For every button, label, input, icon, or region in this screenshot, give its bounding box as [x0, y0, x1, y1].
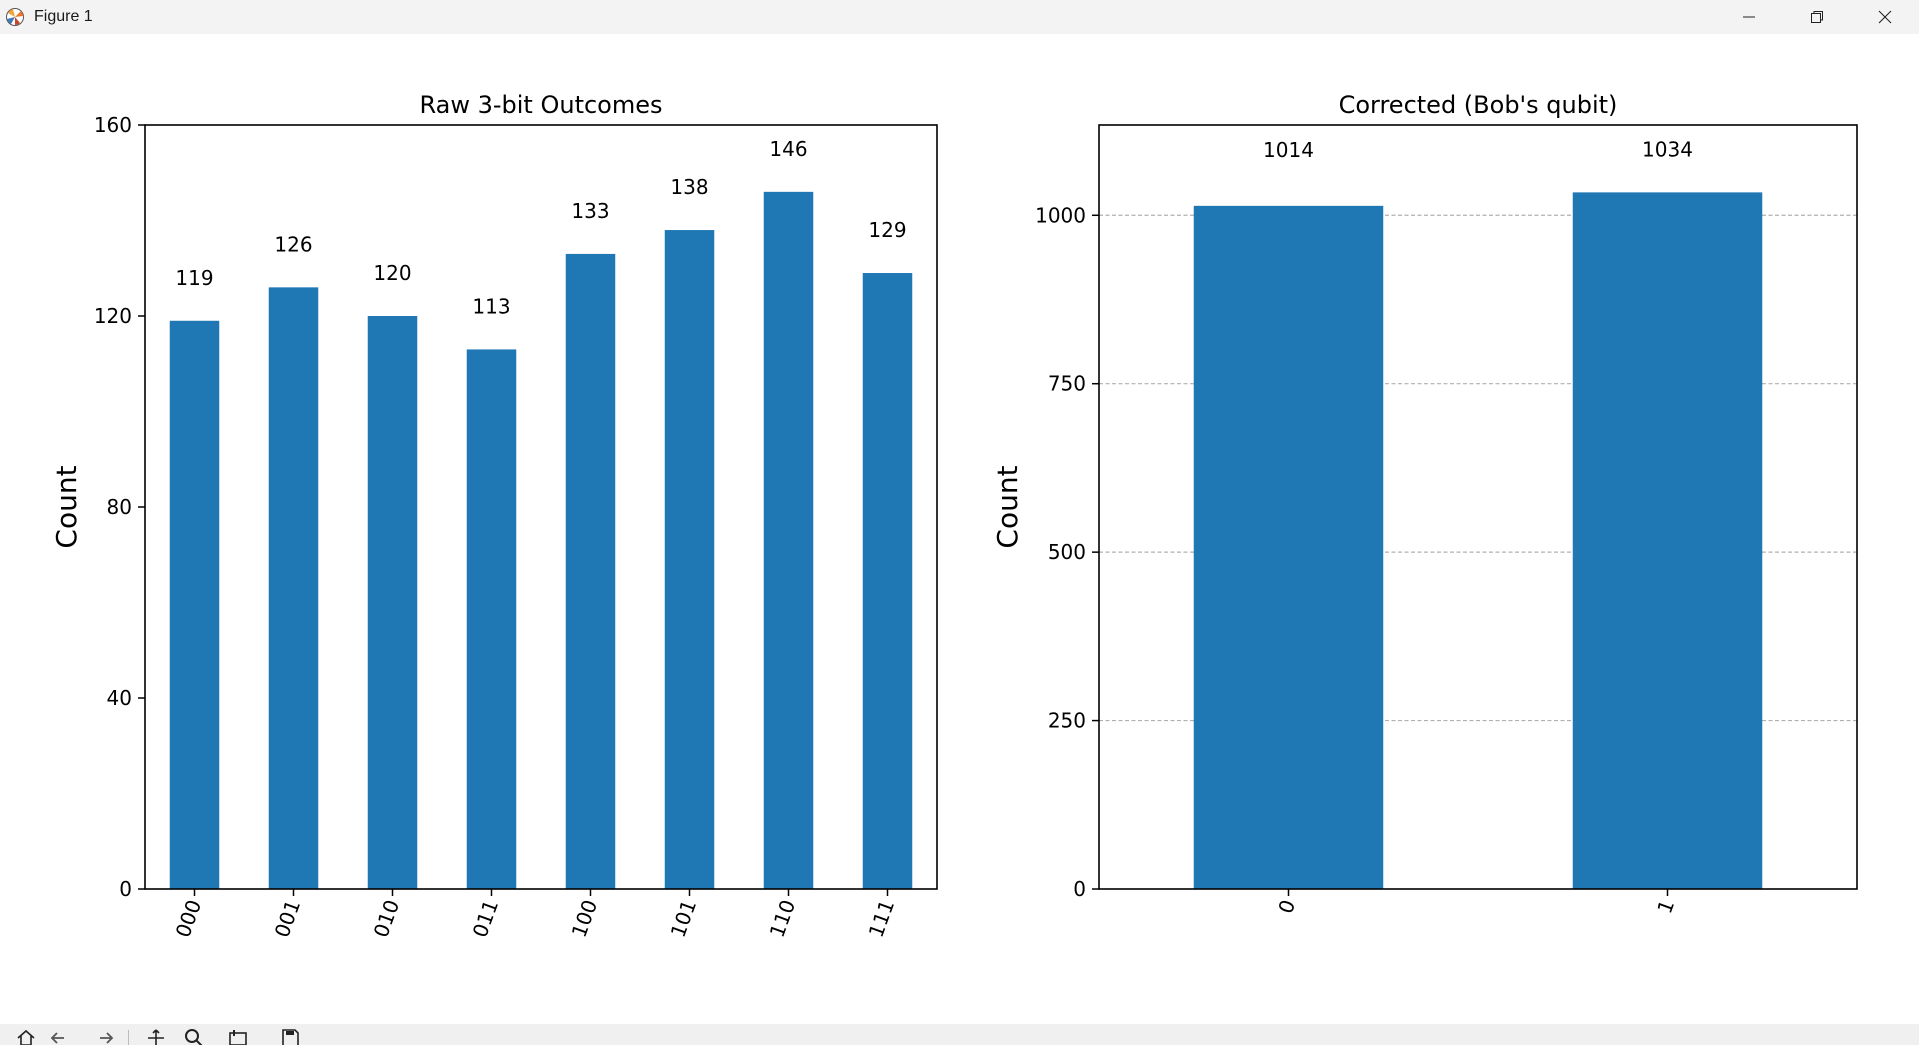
chart1-data-label: 129 [868, 218, 906, 242]
chart1-data-label: 119 [175, 266, 213, 290]
chart1-bar [565, 253, 616, 890]
window-controls [1715, 0, 1919, 34]
chart2-ytick-label: 250 [1048, 709, 1086, 733]
chart1-ytick-label: 80 [107, 495, 132, 519]
save-icon [282, 1029, 299, 1045]
chart2-ytick-label: 500 [1048, 540, 1086, 564]
chart2-xtick-label: 0 [1273, 897, 1300, 917]
chart1-ylabel: Count [50, 465, 83, 548]
chart2-bar [1572, 192, 1763, 889]
chart2-ytick-label: 750 [1048, 372, 1086, 396]
home-button[interactable] [12, 1028, 40, 1045]
window-title: Figure 1 [34, 8, 93, 25]
chart1-xtick-label: 011 [468, 897, 504, 941]
restore-button[interactable] [1783, 0, 1851, 34]
forward-button[interactable] [92, 1028, 120, 1045]
toolbar-separator [128, 1030, 129, 1045]
figure-canvas: 119 126 120 113 133 138 146 129 0 40 80 120 160 000 00… [0, 34, 1919, 1024]
forward-arrow-icon [100, 1032, 114, 1044]
chart1-bar [862, 273, 913, 889]
minimize-button[interactable] [1715, 0, 1783, 34]
chart1-ytick-label: 160 [94, 113, 132, 137]
chart2-ytick-label: 0 [1073, 877, 1086, 901]
chart1-bar [763, 191, 814, 890]
chart1-data-label: 120 [373, 261, 411, 285]
configure-subplots-button[interactable] [224, 1028, 252, 1045]
matplotlib-logo-icon [4, 6, 26, 28]
close-icon [1878, 10, 1892, 24]
chart1-bar [169, 320, 220, 889]
chart1-title: Raw 3-bit Outcomes [419, 91, 662, 119]
chart2-ylabel: Count [991, 465, 1024, 548]
chart1-xtick-label: 111 [864, 897, 900, 941]
chart1-xtick-label: 010 [369, 897, 405, 941]
restore-icon [1811, 11, 1823, 23]
window-titlebar: Figure 1 [0, 0, 1919, 34]
minimize-icon [1743, 16, 1755, 18]
chart1-bar [664, 230, 715, 890]
chart1-ytick-label: 0 [119, 877, 132, 901]
chart1-data-label: 113 [472, 294, 510, 318]
chart1-bar [466, 349, 517, 889]
chart2-xtick-label: 1 [1652, 897, 1679, 917]
chart1-xtick-label: 100 [567, 897, 603, 941]
save-button[interactable] [276, 1028, 304, 1045]
chart2-title: Corrected (Bob's qubit) [1339, 91, 1618, 119]
configure-subplots-icon [229, 1030, 247, 1045]
back-button[interactable] [44, 1028, 72, 1045]
chart2-ytick-label: 1000 [1035, 203, 1086, 227]
chart1-ytick-label: 40 [107, 686, 132, 710]
chart1-ytick-label: 120 [94, 304, 132, 328]
pan-button[interactable] [142, 1028, 170, 1045]
zoom-icon [185, 1029, 203, 1045]
chart2-axes-frame [1098, 124, 1858, 890]
chart1-data-label: 146 [769, 137, 807, 161]
chart2-bar [1193, 205, 1384, 889]
chart1-xtick-label: 101 [666, 897, 702, 941]
chart2-data-label: 1034 [1642, 137, 1693, 161]
chart1-bar [268, 287, 319, 890]
chart1-xtick-label: 110 [765, 897, 801, 941]
chart1-data-label: 126 [274, 232, 312, 256]
close-button[interactable] [1851, 0, 1919, 34]
chart1-axes-frame [144, 124, 938, 890]
pan-icon [148, 1029, 164, 1045]
chart1-data-label: 133 [571, 199, 609, 223]
chart1-xtick-label: 001 [270, 897, 306, 941]
chart1-bar [367, 316, 418, 889]
back-arrow-icon [50, 1032, 64, 1044]
navigation-toolbar [0, 1024, 1919, 1045]
home-icon [17, 1029, 35, 1045]
chart1-data-label: 138 [670, 175, 708, 199]
chart2-data-label: 1014 [1263, 138, 1314, 162]
zoom-button[interactable] [180, 1028, 208, 1045]
chart1-xtick-label: 000 [171, 897, 207, 941]
